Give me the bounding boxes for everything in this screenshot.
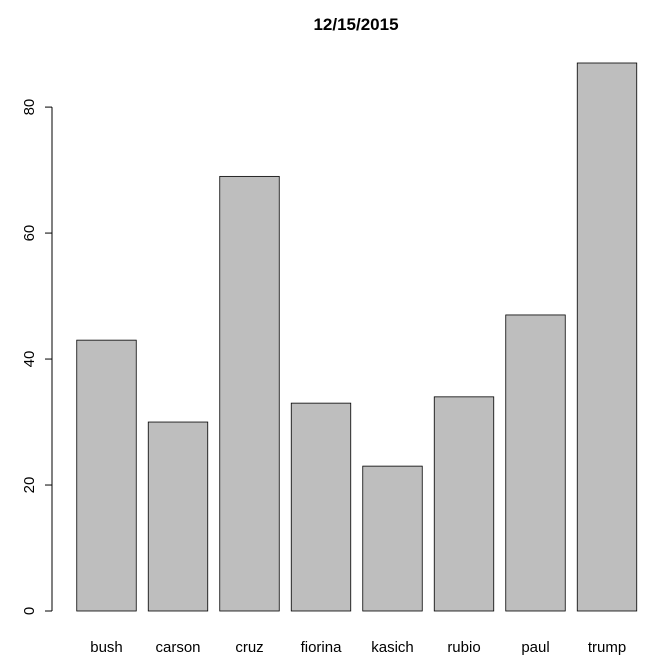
- bar: [219, 175, 280, 612]
- x-tick-label: bush: [90, 639, 123, 656]
- x-tick-label: rubio: [447, 639, 480, 656]
- bar: [433, 396, 495, 612]
- x-tick-label: fiorina: [301, 639, 343, 656]
- y-tick-label: 60: [21, 225, 38, 242]
- x-tick-label: trump: [588, 639, 626, 656]
- y-tick-label: 80: [21, 99, 38, 116]
- x-tick-label: kasich: [371, 639, 414, 656]
- x-tick-label: cruz: [235, 639, 263, 656]
- y-tick-label: 0: [21, 607, 38, 615]
- y-tick-label: 20: [21, 477, 38, 494]
- bar: [147, 421, 209, 612]
- bar: [290, 402, 352, 612]
- bar: [505, 314, 566, 612]
- bar: [76, 339, 137, 612]
- bar: [576, 62, 638, 612]
- x-tick-label: paul: [521, 639, 549, 656]
- chart-title: 12/15/2015: [313, 15, 398, 34]
- x-tick-label: carson: [155, 639, 200, 656]
- bar: [362, 465, 423, 612]
- y-tick-label: 40: [21, 351, 38, 368]
